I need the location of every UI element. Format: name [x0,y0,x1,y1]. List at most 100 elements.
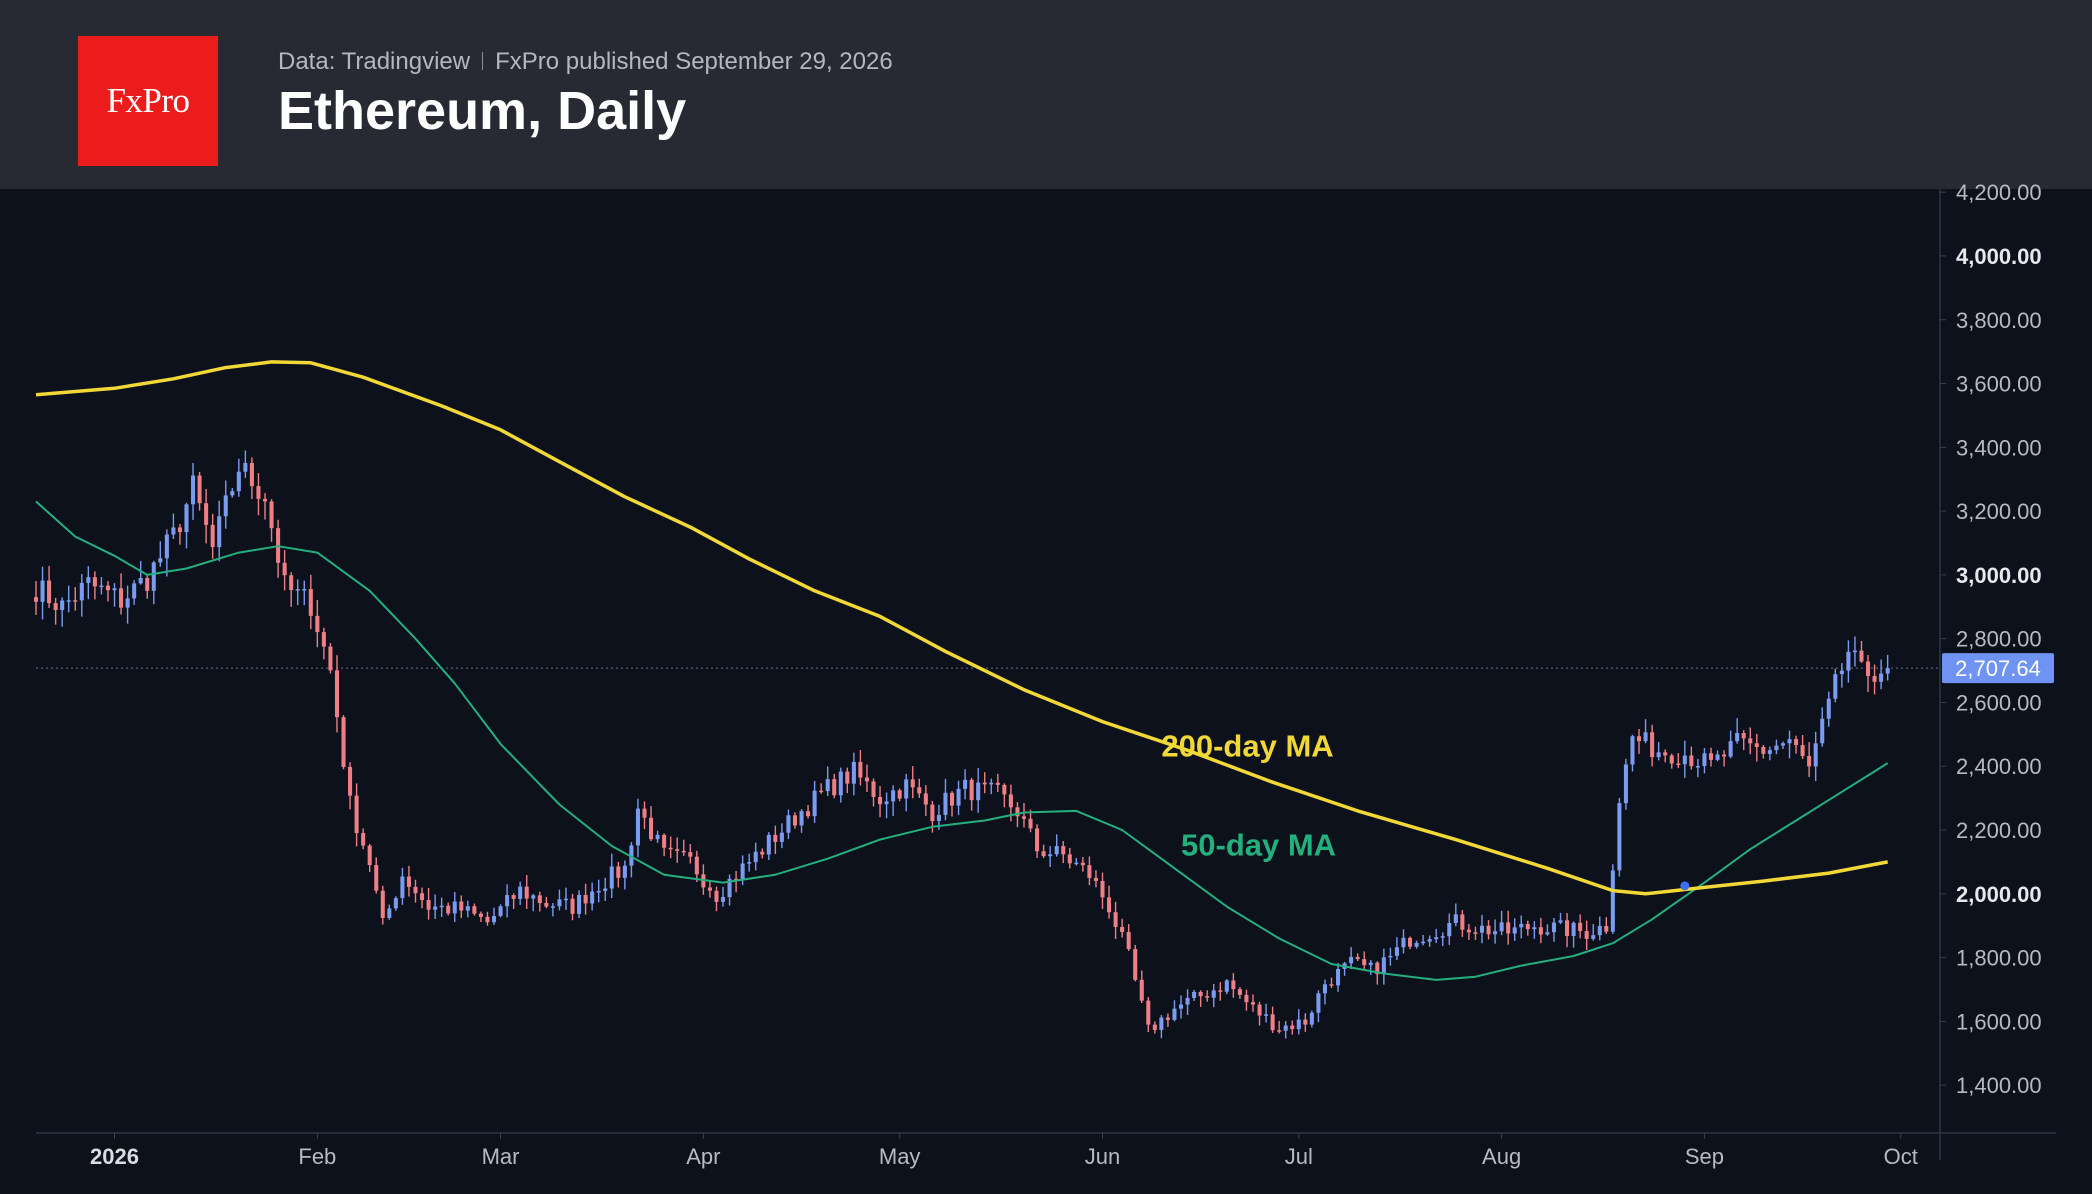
labels-layer: 200-day MA 50-day MA 2,707.64 [1161,653,2054,863]
candle-body [439,905,444,908]
candle-body [1708,753,1714,760]
candle-body [354,795,359,834]
candle-body [1761,747,1766,754]
x-tick-label: Oct [1884,1144,1918,1169]
candle-body [1735,732,1740,742]
candle-body [1728,741,1733,757]
candle-body [1133,949,1138,980]
candle-body [158,558,163,563]
candle-body [1722,754,1727,757]
candle-body [1349,956,1354,964]
candle-body [851,761,856,784]
candle-body [1421,941,1426,944]
candle-body [472,906,477,914]
candle-body [806,811,811,817]
candle-body [1002,784,1007,795]
candle-body [1460,914,1465,930]
candle-body [629,845,634,866]
candle-body [119,588,124,608]
candle-body [1178,1004,1184,1009]
candle-body [86,577,91,583]
candle-body [577,894,582,914]
candle-body [1218,990,1223,992]
candle-body [1309,1012,1314,1025]
candle-body [1283,1025,1288,1031]
y-tick-label: 2,600.00 [1956,690,2042,715]
candle-body [1879,673,1884,682]
candle-body [1035,828,1040,852]
y-tick-label: 2,200.00 [1956,818,2042,843]
candle-body [1676,763,1681,765]
candle-body [635,808,640,846]
separator [482,52,484,70]
candle-body [858,761,863,778]
candle-body [1152,1024,1157,1030]
candle-body [197,475,202,504]
ma50-line [35,500,1889,981]
candle-body [747,862,752,864]
axes-layer: 1,400.00 1,600.00 1,800.00 2,000.00 2,200.00… [36,180,2056,1169]
candle-body [740,863,745,880]
candle-body [269,501,274,529]
logo-text: FxPro [106,81,190,120]
candle-body [1061,846,1066,855]
candle-body [603,888,608,891]
y-tick-label: 4,200.00 [1956,180,2042,205]
candle-body [145,578,150,591]
candle-body [282,562,287,576]
candle-body [825,779,830,792]
candle-body [681,850,686,853]
candle-body [1198,991,1203,997]
candle-body [511,895,516,899]
moving-averages-layer [35,360,1889,981]
candle-body [308,589,313,616]
candle-body [1159,1017,1164,1030]
candle-body [1663,752,1668,756]
candle-body [1172,1008,1177,1020]
y-tick-label: 2,800.00 [1956,627,2042,652]
y-tick-label: 3,000.00 [1956,563,2042,588]
candle-body [891,790,896,802]
y-tick-label: 2,400.00 [1956,754,2042,779]
candle-body [341,717,346,767]
candle-body [1545,932,1550,935]
candle-body [1414,942,1419,947]
candle-body [1048,854,1053,857]
candle-body [132,583,137,599]
candle-body [1447,922,1452,937]
candle-body [1205,996,1210,998]
y-tick-label: 1,400.00 [1956,1073,2042,1098]
candle-body [707,887,712,891]
candle-body [1427,939,1432,942]
candle-body [1277,1030,1282,1032]
candle-body [1767,750,1772,754]
candle-body [943,792,948,815]
candle-body [485,916,490,923]
candle-body [864,777,869,782]
candle-body [413,886,418,894]
candle-body [491,916,497,923]
candle-body [1754,743,1759,748]
candle-body [518,886,523,899]
candle-body [452,901,457,914]
candle-body [1257,1004,1262,1016]
y-tick-label: 1,800.00 [1956,946,2042,971]
candle-body [832,779,837,796]
candle-body [92,577,97,587]
candles-layer [33,450,1890,1039]
candle-body [1185,997,1190,1005]
candle-body [1479,925,1485,933]
y-tick-label: 3,600.00 [1956,372,2042,397]
candle-body [799,811,804,826]
candle-body [1774,745,1779,751]
candle-body [989,782,994,785]
candle-body [1120,927,1125,932]
candle-body [177,527,182,533]
candle-body [478,913,483,917]
candle-body [1394,947,1399,956]
candle-body [537,895,542,904]
candle-body [1702,753,1707,767]
candle-body [720,897,726,902]
candle-body [609,866,614,889]
candle-body [1080,862,1085,866]
